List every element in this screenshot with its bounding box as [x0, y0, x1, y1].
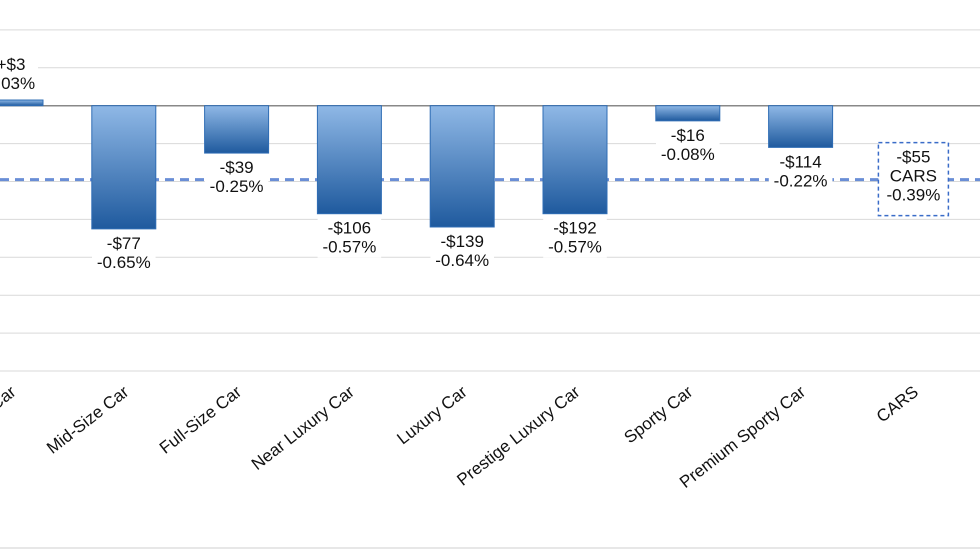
- reference-label: -$55: [896, 148, 930, 167]
- x-tick-label: Compact Car: [0, 382, 20, 459]
- data-label: +$3: [0, 55, 25, 74]
- data-label: -$114: [779, 152, 821, 171]
- label-bg: [656, 124, 720, 165]
- data-label: 0.03%: [0, 74, 35, 93]
- x-tick-label: Prestige Luxury Car: [453, 382, 583, 490]
- data-label: -$16: [671, 126, 705, 145]
- data-label: -0.22%: [774, 171, 828, 190]
- data-label: -$77: [107, 234, 141, 253]
- label-bg: [92, 232, 156, 273]
- bar-label: -$16-0.08%: [656, 124, 720, 165]
- bar: [542, 105, 608, 215]
- reference-label: -0.39%: [886, 186, 940, 205]
- data-label: -0.57%: [322, 238, 376, 257]
- data-label: -0.25%: [210, 177, 264, 196]
- bar-label: -$192-0.57%: [543, 217, 607, 258]
- data-label: -$39: [220, 158, 254, 177]
- bar: [91, 105, 157, 230]
- bar-label: +$30.03%: [0, 54, 38, 95]
- x-tick-label: Near Luxury Car: [248, 382, 358, 474]
- bar-label: -$114-0.22%: [768, 151, 833, 192]
- x-tick-label: Mid-Size Car: [43, 382, 132, 458]
- x-tick-label: CARS: [873, 382, 922, 426]
- x-tick-label: Premium Sporty Car: [676, 382, 809, 492]
- bar-label: -$106-0.57%: [317, 217, 382, 258]
- bar: [655, 105, 721, 122]
- bar: [429, 105, 495, 228]
- label-bg: [0, 54, 38, 95]
- bar: [316, 105, 382, 215]
- x-tick-label: Sporty Car: [621, 382, 697, 447]
- reference-box: [877, 141, 950, 217]
- label-bg: [204, 157, 269, 198]
- data-label: -$139: [440, 232, 483, 251]
- reference-label: CARS: [890, 167, 937, 186]
- data-label: -0.08%: [661, 145, 715, 164]
- data-label: -$192: [553, 219, 596, 238]
- label-bg: [543, 217, 607, 258]
- bar-label: -$139-0.64%: [430, 230, 494, 271]
- data-label: -0.64%: [435, 251, 489, 270]
- data-label: -$106: [328, 219, 371, 238]
- bar: [0, 99, 44, 107]
- bar: [204, 105, 270, 154]
- bar-label: -$77-0.65%: [92, 232, 156, 273]
- x-tick-label: Full-Size Car: [156, 382, 245, 458]
- label-bg: [317, 217, 382, 258]
- data-label: -0.57%: [548, 238, 602, 257]
- label-bg: [430, 230, 494, 271]
- data-label: -0.65%: [97, 253, 151, 272]
- label-bg: [768, 151, 833, 192]
- bar: [768, 105, 834, 148]
- x-tick-label: Luxury Car: [393, 382, 470, 448]
- bar-label: -$39-0.25%: [204, 157, 269, 198]
